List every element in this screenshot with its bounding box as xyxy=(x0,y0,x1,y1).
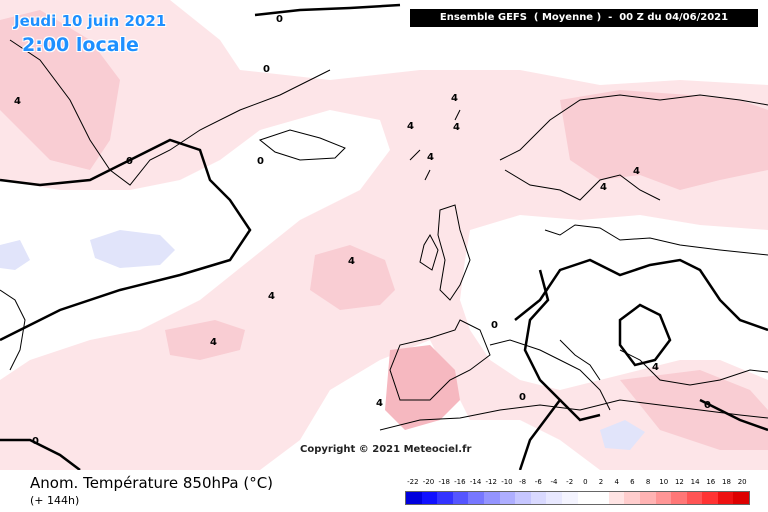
legend-tick-label: -14 xyxy=(469,478,482,486)
legend-swatch xyxy=(483,492,500,504)
legend-tick-label: 14 xyxy=(690,478,700,486)
forecast-lead-time: (+ 144h) xyxy=(30,494,80,507)
legend-swatch xyxy=(639,492,656,504)
warm-anomaly-atlantic-south xyxy=(165,320,245,360)
legend-tick-label: 20 xyxy=(737,478,747,486)
contour-label: 4 xyxy=(652,362,659,373)
legend-swatch xyxy=(717,492,734,504)
legend-tick-label: -10 xyxy=(501,478,513,486)
contour-label: 4 xyxy=(348,256,355,267)
warm-anomaly-east-africa xyxy=(620,370,768,450)
warm-anomaly-greenland xyxy=(0,10,120,170)
legend-swatch xyxy=(421,492,438,504)
legend-swatch xyxy=(733,492,750,504)
legend-tick-label: 0 xyxy=(583,478,588,486)
contour-label: 0 xyxy=(491,320,498,331)
legend-labels: -22 -20 -18 -16 -14 -12 -10 -8 -6 -4 -2 0 2 4 6 8 10 12 14… xyxy=(405,478,750,488)
contour-label: 4 xyxy=(451,93,458,104)
legend-tick-label: -16 xyxy=(454,478,466,486)
legend-color-bar xyxy=(405,491,750,505)
map-title: Anom. Température 850hPa (°C) xyxy=(30,474,274,492)
contour-label: 0 xyxy=(126,156,133,167)
legend-tick-label: -12 xyxy=(485,478,497,486)
legend-swatch xyxy=(515,492,531,504)
neutral-area-europe xyxy=(460,215,768,390)
legend-tick-label: 10 xyxy=(659,478,669,486)
copyright-notice: Copyright © 2021 Meteociel.fr xyxy=(300,444,472,455)
legend-tick-label: 16 xyxy=(706,478,716,486)
legend-swatch xyxy=(702,492,718,504)
legend-swatch xyxy=(499,492,516,504)
legend-tick-label: -4 xyxy=(550,478,558,486)
contour-label: 4 xyxy=(14,96,21,107)
legend-tick-label: -22 xyxy=(407,478,419,486)
contour-label: 4 xyxy=(376,398,383,409)
legend-swatch xyxy=(437,492,453,504)
contour-label: 4 xyxy=(600,182,607,193)
legend-swatch xyxy=(686,492,703,504)
legend-tick-label: 8 xyxy=(645,478,651,486)
legend-tick-label: 6 xyxy=(630,478,635,486)
contour-label: 0 xyxy=(257,156,264,167)
contour-label: 0 xyxy=(263,64,270,75)
legend-swatch xyxy=(577,492,594,504)
forecast-time: 2:00 locale xyxy=(22,34,139,56)
warm-anomaly-scandinavia xyxy=(560,90,768,190)
isolines xyxy=(0,3,768,470)
contour-label: 4 xyxy=(427,152,434,163)
model-header: Ensemble GEFS ( Moyenne ) - 00 Z du 04/0… xyxy=(410,9,758,27)
legend-tick-label: -8 xyxy=(519,478,527,486)
cold-anomaly-west xyxy=(0,240,30,270)
legend-tick-label: -20 xyxy=(422,478,435,486)
anomaly-map: 4 4 4 4 4 4 4 4 4 4 4 4 0 0 0 0 0 0 0 0 xyxy=(0,0,768,470)
contour-label: 0 xyxy=(704,400,711,411)
legend-swatch xyxy=(561,492,578,504)
legend-swatch xyxy=(671,492,687,504)
warm-anomaly-atlantic xyxy=(310,245,395,310)
warm-anomaly-iberia xyxy=(385,345,460,430)
legend-swatch xyxy=(468,492,484,504)
contour-label: 0 xyxy=(32,436,39,447)
legend-tick-label: -6 xyxy=(534,478,542,486)
contour-label: 4 xyxy=(210,337,217,348)
legend-swatch xyxy=(530,492,547,504)
legend-swatch xyxy=(624,492,640,504)
legend-tick-label: 2 xyxy=(598,478,604,486)
contour-label: 0 xyxy=(519,392,526,403)
legend-swatch xyxy=(452,492,469,504)
legend-tick-label: -2 xyxy=(566,478,574,486)
cold-anomaly-atlantic xyxy=(90,230,175,268)
legend-swatch xyxy=(593,492,609,504)
legend-swatch xyxy=(655,492,672,504)
legend-tick-label: 18 xyxy=(722,478,731,486)
legend-tick-label: 4 xyxy=(614,478,619,486)
cold-anomaly-mediterranean xyxy=(600,420,645,450)
contour-label: 0 xyxy=(276,14,283,25)
contour-label: 4 xyxy=(633,166,640,177)
contour-label: 4 xyxy=(407,121,414,132)
legend-swatch xyxy=(406,492,422,504)
forecast-date: Jeudi 10 juin 2021 xyxy=(14,12,167,30)
contour-label: 4 xyxy=(268,291,275,302)
contour-labels: 4 4 4 4 4 4 4 4 4 4 4 4 0 0 0 0 0 0 0 0 xyxy=(14,14,711,447)
color-legend: -22 -20 -18 -16 -14 -12 -10 -8 -6 -4 -2 0 2 4 6 8 10 12 14… xyxy=(405,478,750,508)
legend-swatch xyxy=(546,492,562,504)
coastlines xyxy=(0,39,768,431)
legend-tick-label: 12 xyxy=(674,478,684,486)
contour-label: 4 xyxy=(453,122,460,133)
legend-swatch xyxy=(608,492,625,504)
legend-tick-label: -18 xyxy=(438,478,450,486)
